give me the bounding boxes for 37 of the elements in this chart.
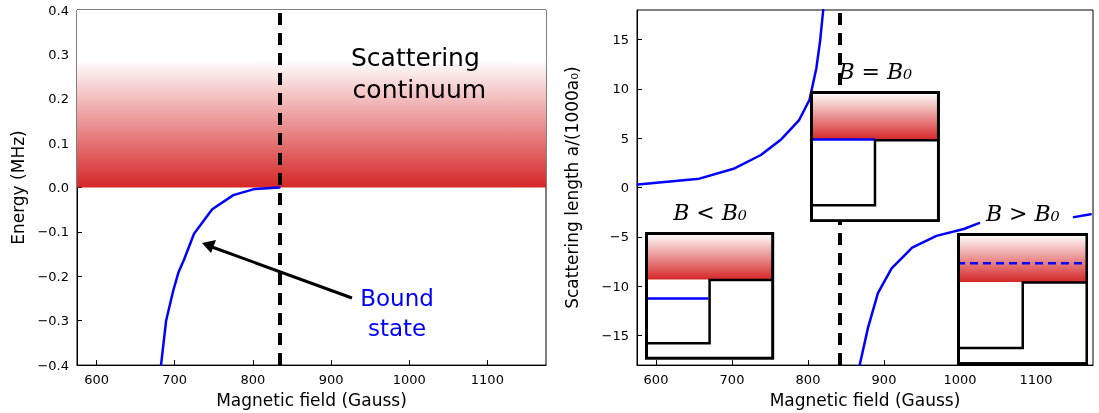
y-tick-label: 5 [620,130,629,146]
x-tick-label: 600 [84,372,109,388]
y-tick-label: 15 [612,32,629,48]
y-axis-title: Energy (MHz) [8,130,29,245]
y-tick-label: 0.3 [48,46,69,62]
y-tick-label: 0.4 [48,2,69,18]
x-tick-label: 700 [719,372,745,388]
y-tick-label: −0.1 [37,224,69,240]
annotation: Bound state [359,284,435,344]
annotation: B < B₀ [673,198,747,227]
x-tick-label: 1000 [392,372,426,388]
x-axis-title: Magnetic field (Gauss) [216,389,407,410]
y-tick-label: −15 [601,328,629,344]
y-tick-label: 0.2 [48,91,69,107]
x-tick-label: 600 [643,372,669,388]
y-tick-label: −0.2 [37,268,69,284]
x-tick-label: 1100 [470,372,504,388]
x-tick-label: 800 [795,372,821,388]
y-tick-label: −5 [609,229,629,245]
y-tick-label: 10 [612,81,629,97]
y-tick-label: 0.1 [48,135,69,151]
x-tick-label: 1100 [1019,372,1053,388]
y-tick-label: 0 [620,180,629,196]
y-tick-label: −0.4 [37,357,69,373]
x-tick-label: 1000 [943,372,977,388]
y-axis-title: Scattering length a/(1000a₀) [561,66,582,309]
band-label: Scattering continuum [350,43,488,105]
y-tick-label: 0.0 [48,180,69,196]
y-tick-label: −10 [601,278,629,294]
line-series [159,186,281,367]
x-tick-label: 900 [871,372,897,388]
x-tick-label: 900 [318,372,344,388]
x-tick-label: 700 [162,372,188,388]
y-tick-label: −0.3 [37,313,69,329]
x-axis-title: Magnetic field (Gauss) [769,389,961,410]
annotation: B > B₀ [985,199,1060,228]
x-tick-label: 800 [240,372,266,388]
